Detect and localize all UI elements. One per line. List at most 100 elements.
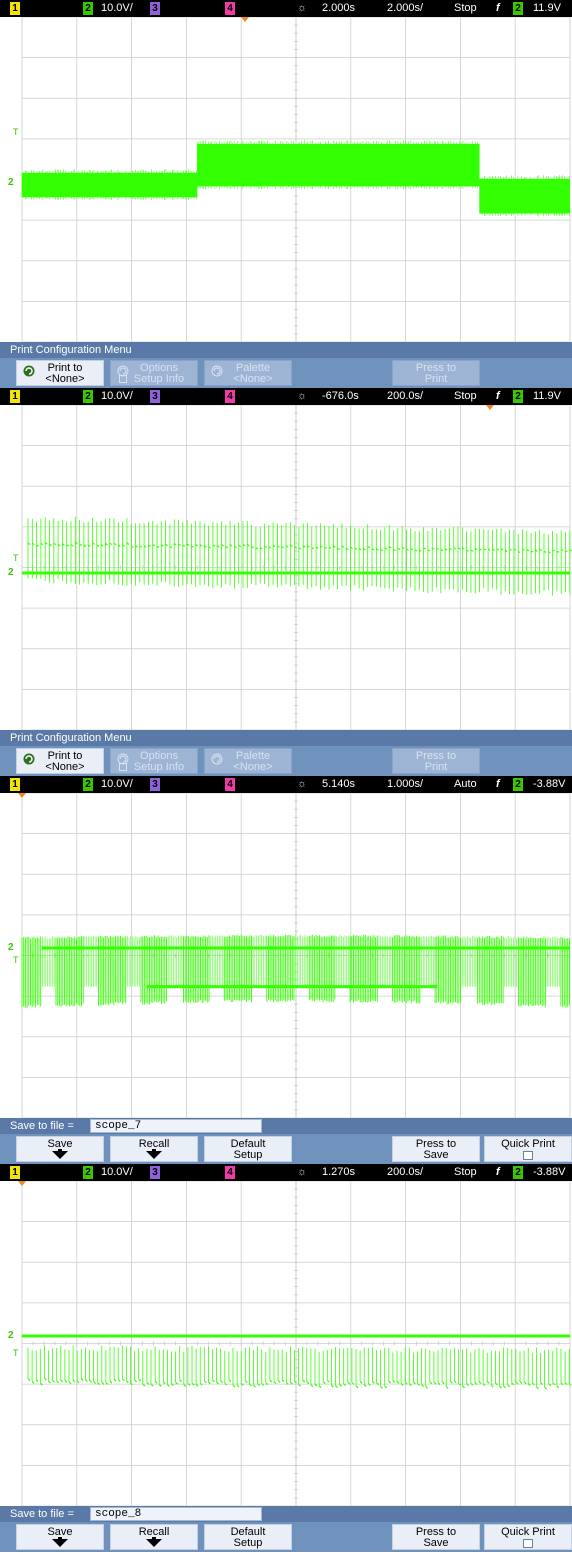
quick-print-softkey[interactable]: Quick Print [484, 1136, 572, 1162]
waveform-spike [482, 1383, 486, 1387]
waveform-spike [72, 1379, 76, 1383]
channel-4-indicator[interactable]: 4 [225, 390, 235, 403]
trigger-level-readout: -3.88V [533, 1166, 566, 1178]
quick-print-checkbox[interactable] [523, 1539, 533, 1548]
waveform-spike [84, 1379, 88, 1383]
waveform-spike [40, 542, 44, 546]
waveform-spike [253, 1384, 256, 1388]
press-to-save-line2: Save [423, 1149, 449, 1161]
submenu-arrow-icon [58, 1149, 62, 1152]
print-to-softkey[interactable]: Print to <None> [16, 748, 104, 774]
waveform-spike [224, 1382, 228, 1386]
save-file-bar: Save to file = scope_7 [0, 1118, 572, 1134]
submenu-arrow-icon [152, 1149, 156, 1152]
default-setup-softkey[interactable]: Default Setup [204, 1524, 292, 1550]
waveform-spike [328, 546, 332, 550]
waveform-spike [531, 1382, 535, 1386]
palette-softkey[interactable]: Palette <None> [204, 748, 292, 774]
save-softkey[interactable]: Save [16, 1524, 104, 1550]
waveform-spike [92, 542, 95, 545]
waveform-spike [298, 1383, 302, 1387]
channel-1-indicator[interactable]: 1 [10, 390, 20, 403]
press-to-print-line1: Press to [415, 362, 457, 374]
file-name-field[interactable]: scope_7 [90, 1119, 262, 1133]
channel-3-indicator[interactable]: 3 [150, 2, 160, 15]
waveform-spike [519, 1381, 523, 1384]
setup-info-checkbox[interactable] [119, 763, 127, 771]
waveform-spike [225, 545, 229, 549]
waveform-spike [556, 550, 560, 553]
quick-print-softkey[interactable]: Quick Print [484, 1524, 572, 1550]
menu-title: Print Configuration Menu [0, 342, 572, 358]
waveform-spike [384, 1385, 388, 1389]
channel-1-indicator[interactable]: 1 [10, 1166, 20, 1179]
file-name-field[interactable]: scope_8 [90, 1507, 262, 1521]
channel-3-indicator[interactable]: 3 [150, 390, 160, 403]
waveform-spike [458, 1383, 461, 1386]
waveform-spike [400, 1382, 404, 1386]
waveform-spike [199, 1382, 203, 1386]
scope-capture: 1 2 10.0V/ 3 4 ☼ 5.140s 1.000s/ Auto f 2… [0, 776, 572, 1164]
options-softkey[interactable]: Options Setup Info [110, 748, 198, 774]
save-softkey[interactable]: Save [16, 1136, 104, 1162]
waveform-spike [380, 548, 383, 552]
channel-2-ground-marker: 2 [8, 177, 14, 188]
waveform-spike [143, 545, 147, 548]
waveform-spike [117, 544, 121, 547]
waveform-spike [126, 542, 130, 545]
channel-2-indicator[interactable]: 2 [83, 778, 93, 791]
channel-2-indicator[interactable]: 2 [83, 2, 93, 15]
waveform-spike [96, 544, 100, 547]
options-label: Options [140, 750, 178, 762]
waveform-spike [388, 1380, 392, 1384]
menu-title: Print Configuration Menu [0, 730, 572, 746]
waveform-spike [565, 550, 568, 553]
print-to-softkey[interactable]: Print to <None> [16, 360, 104, 386]
channel-4-indicator[interactable]: 4 [225, 1166, 235, 1179]
palette-softkey[interactable]: Palette <None> [204, 360, 292, 386]
waveform-spike [457, 547, 461, 550]
waveform-spike [83, 544, 87, 548]
channel-1-indicator[interactable]: 1 [10, 2, 20, 15]
waveform-spike [539, 548, 543, 551]
save-to-file-label: Save to file = [10, 1120, 74, 1132]
quick-print-checkbox[interactable] [523, 1151, 533, 1160]
waveform-spike [57, 543, 61, 547]
channel-3-indicator[interactable]: 3 [150, 778, 160, 791]
waveform-spike [187, 1382, 191, 1386]
recall-softkey[interactable]: Recall [110, 1136, 198, 1162]
press-to-print-softkey[interactable]: Press to Print [392, 360, 480, 386]
waveform-spike [410, 548, 414, 551]
default-setup-softkey[interactable]: Default Setup [204, 1136, 292, 1162]
waveform-spike [89, 1379, 92, 1383]
recall-softkey[interactable]: Recall [110, 1524, 198, 1550]
channel-2-indicator[interactable]: 2 [83, 1166, 93, 1179]
waveform-spike [330, 1384, 334, 1388]
channel-2-indicator[interactable]: 2 [83, 390, 93, 403]
recall-label: Recall [138, 1138, 170, 1150]
press-to-print-line2: Print [424, 761, 448, 773]
channel-1-indicator[interactable]: 1 [10, 778, 20, 791]
setup-info-checkbox[interactable] [119, 375, 127, 383]
waveform-spike [569, 549, 572, 552]
trigger-level-readout: 11.9V [533, 2, 561, 14]
channel-3-indicator[interactable]: 3 [150, 1166, 160, 1179]
press-to-print-softkey[interactable]: Press to Print [392, 748, 480, 774]
waveform-svg [18, 1181, 572, 1506]
options-value: Setup Info [133, 373, 185, 385]
press-to-save-softkey[interactable]: Press to Save [392, 1136, 480, 1162]
waveform-spike [371, 548, 375, 551]
waveform-spike [393, 549, 396, 552]
waveform-spike [62, 543, 65, 546]
status-bar: 1 2 10.0V/ 3 4 ☼ 5.140s 1.000s/ Auto f 2… [0, 776, 572, 793]
waveform-spike [556, 1385, 560, 1389]
channel-4-indicator[interactable]: 4 [225, 2, 235, 15]
channel-4-indicator[interactable]: 4 [225, 778, 235, 791]
waveform-spike [183, 1383, 187, 1387]
palette-label: Palette [235, 750, 271, 762]
options-softkey[interactable]: Options Setup Info [110, 360, 198, 386]
press-to-save-softkey[interactable]: Press to Save [392, 1524, 480, 1550]
waveform-spike [530, 550, 534, 553]
waveform-spike [74, 541, 78, 545]
waveform-spike [511, 1382, 515, 1386]
